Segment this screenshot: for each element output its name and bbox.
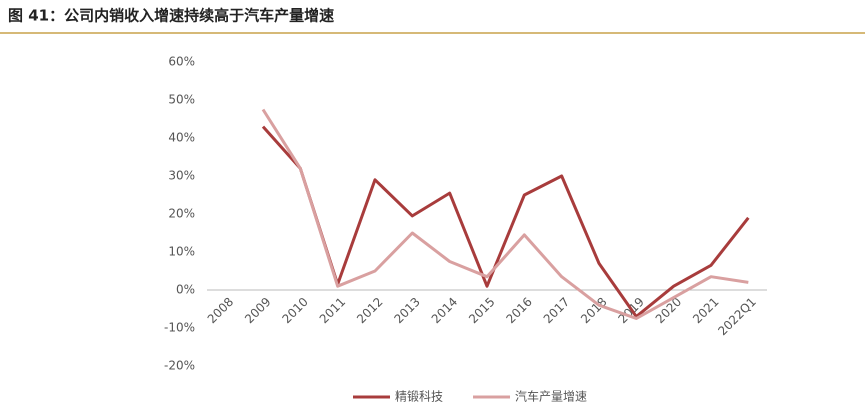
series-line — [261, 125, 750, 319]
legend-label: 精锻科技 — [395, 390, 443, 404]
x-tick-label: 2008 — [205, 295, 236, 326]
x-tick-label: 2016 — [503, 295, 534, 326]
y-tick-label: 0% — [176, 283, 195, 297]
x-tick-label: 2013 — [391, 295, 422, 326]
y-tick-label: 30% — [168, 169, 195, 183]
y-tick-label: 20% — [168, 207, 195, 221]
y-tick-label: 50% — [168, 93, 195, 107]
y-tick-label: 40% — [168, 131, 195, 145]
x-tick-label: 2017 — [541, 295, 572, 326]
x-tick-label: 2012 — [354, 295, 385, 326]
y-tick-label: 10% — [168, 245, 195, 259]
x-tick-label: 2009 — [242, 295, 273, 326]
chart-title: 图 41：公司内销收入增速持续高于汽车产量增速 — [8, 7, 334, 25]
y-tick-label: 60% — [168, 55, 195, 69]
legend-label: 汽车产量增速 — [515, 389, 587, 404]
x-tick-label: 2021 — [690, 295, 721, 326]
x-tick-label: 2011 — [317, 295, 348, 326]
x-tick-label: 2010 — [279, 295, 310, 326]
x-tick-label: 2014 — [429, 295, 460, 326]
y-tick-label: -10% — [164, 321, 195, 335]
series-line — [261, 108, 749, 320]
x-tick-label: 2015 — [466, 295, 497, 326]
y-tick-label: -20% — [164, 359, 195, 373]
x-tick-label: 2022Q1 — [715, 295, 759, 339]
